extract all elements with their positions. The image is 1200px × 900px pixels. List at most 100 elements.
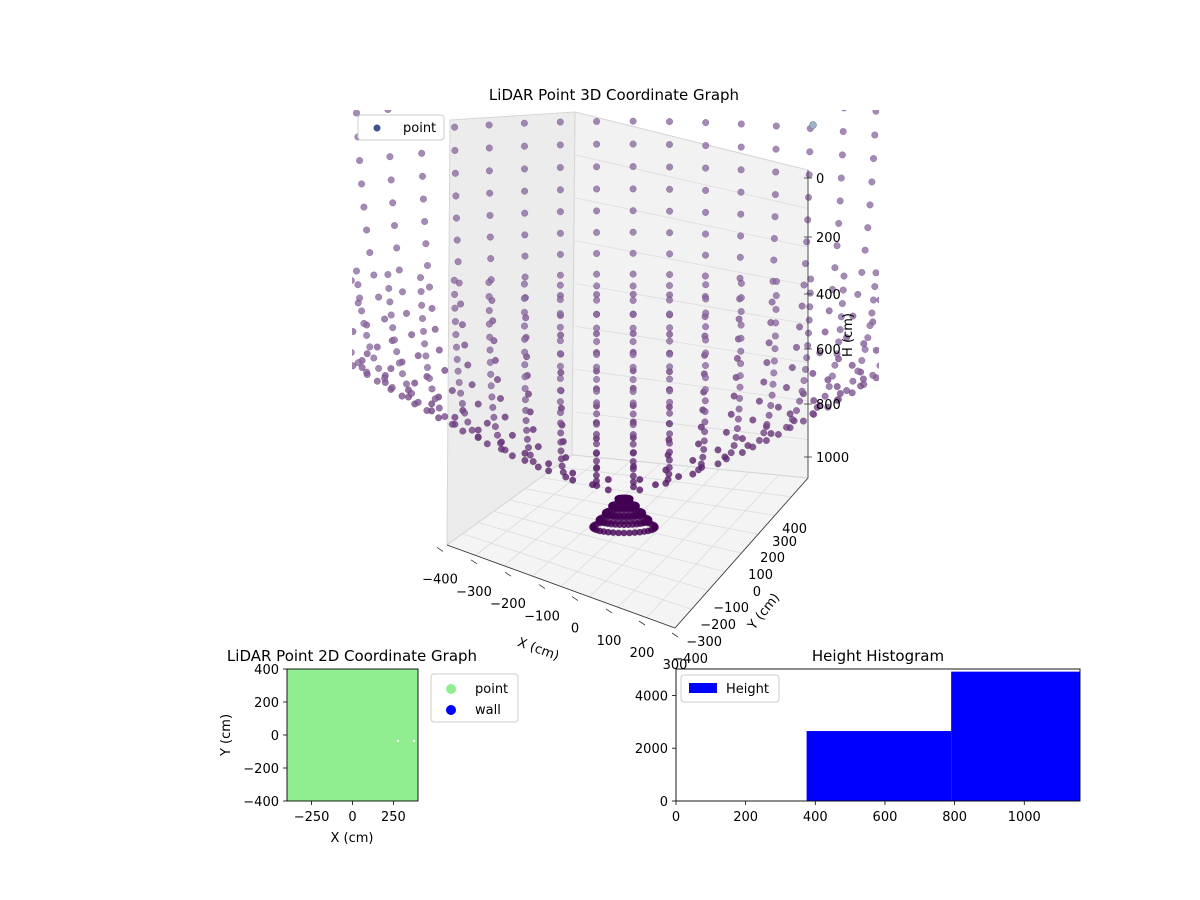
data-point-3d xyxy=(772,168,780,176)
x-tick-mark xyxy=(538,584,546,589)
data-point-3d xyxy=(556,374,564,383)
legend-2d-marker xyxy=(446,705,456,715)
data-point-3d xyxy=(414,398,422,406)
data-point-3d xyxy=(666,409,674,417)
y-tick-label: 200 xyxy=(254,696,279,711)
data-point-3d xyxy=(386,153,394,161)
z-axis-label: H (cm) xyxy=(841,313,856,357)
data-point-3d xyxy=(451,100,458,107)
data-point-3d xyxy=(485,167,493,175)
data-point-3d xyxy=(629,290,637,298)
data-point-3d xyxy=(556,362,564,370)
data-point-3d xyxy=(354,281,362,289)
data-point-3d xyxy=(629,338,637,346)
data-point-3d xyxy=(416,274,425,282)
data-point-3d xyxy=(556,409,565,417)
data-point-3d xyxy=(736,394,744,402)
data-point-3d xyxy=(418,172,427,180)
axes-3d-panes xyxy=(445,111,810,629)
data-point-3d xyxy=(666,375,674,383)
data-point-3d xyxy=(821,392,829,400)
data-point-3d xyxy=(849,312,857,320)
data-point-3d xyxy=(593,310,601,318)
data-point-3d xyxy=(457,389,465,397)
data-point-3d xyxy=(421,217,429,226)
data-point-3d xyxy=(840,272,848,280)
data-point-3d xyxy=(666,324,674,332)
data-point-3d xyxy=(702,186,710,194)
data-point-3d xyxy=(556,271,564,279)
back-grid-line xyxy=(574,240,809,286)
z-tick-label: 600 xyxy=(816,343,841,358)
data-point-3d xyxy=(414,352,422,360)
x-tick-label: 250 xyxy=(381,810,406,825)
data-point-3d xyxy=(398,288,407,296)
data-gap xyxy=(412,739,416,743)
data-point-3d xyxy=(493,376,502,384)
x-tick-mark xyxy=(436,547,444,552)
data-point-3d xyxy=(800,376,808,385)
data-point-3d xyxy=(431,325,439,333)
data-point-3d xyxy=(545,460,553,468)
data-point-3d xyxy=(738,448,746,457)
data-point-3d xyxy=(727,449,735,457)
data-point-3d xyxy=(629,431,637,439)
data-point-3d xyxy=(821,328,829,336)
data-point-3d xyxy=(733,425,741,433)
legend-hist-swatch xyxy=(689,683,717,693)
data-point-3d xyxy=(838,300,846,308)
plot-frame-hist xyxy=(675,668,1081,802)
x-tick-label: 0 xyxy=(672,810,680,825)
data-point-3d xyxy=(771,213,779,221)
data-point-3d xyxy=(866,201,874,209)
data-point-3d xyxy=(807,275,815,283)
data-point-3d xyxy=(593,117,601,125)
data-point-3d xyxy=(486,346,494,354)
data-point-3d xyxy=(556,141,564,149)
data-point-3d xyxy=(697,423,705,431)
data-point-3d xyxy=(843,387,851,395)
data-point-3d xyxy=(666,250,674,258)
z-tick-label: 400 xyxy=(816,288,841,303)
data-point-3d xyxy=(593,375,601,383)
data-point-3d xyxy=(370,354,378,362)
y-tick-label: 4000 xyxy=(635,689,668,704)
data-point-3d xyxy=(702,323,710,331)
data-point-3d xyxy=(558,462,566,470)
data-point-3d xyxy=(464,418,472,426)
data-point-3d xyxy=(799,417,807,425)
data-point-3d xyxy=(402,380,411,388)
data-point-3d xyxy=(387,311,395,319)
data-point-3d xyxy=(665,140,674,149)
data-point-3d xyxy=(798,387,806,395)
data-point-3d xyxy=(474,400,482,408)
data-point-3d xyxy=(639,509,646,516)
data-point-3d xyxy=(770,357,778,365)
data-point-3d xyxy=(398,370,407,378)
data-point-3d xyxy=(665,439,674,447)
data-point-3d xyxy=(736,372,744,380)
data-point-3d xyxy=(386,298,394,306)
z-tick-label: 0 xyxy=(816,172,824,187)
data-point-3d xyxy=(861,246,869,254)
data-point-3d xyxy=(526,451,534,459)
data-point-3d xyxy=(486,189,494,197)
legend-2d: point wall xyxy=(430,673,519,723)
data-point-3d xyxy=(358,180,366,188)
x-tick-label: −400 xyxy=(422,572,458,587)
data-point-3d xyxy=(737,232,745,240)
data-point-3d xyxy=(418,149,426,157)
data-point-3d xyxy=(626,517,633,525)
data-point-3d xyxy=(666,420,674,428)
data-point-3d xyxy=(737,321,745,329)
data-point-3d xyxy=(689,470,697,478)
y-tick-label: −400 xyxy=(243,795,279,810)
data-point-3d xyxy=(451,123,459,131)
data-point-3d xyxy=(485,306,493,315)
data-point-3d xyxy=(702,309,710,317)
histogram-title: Height Histogram xyxy=(811,647,945,665)
data-point-3d xyxy=(801,365,810,373)
data-point-3d xyxy=(629,324,637,332)
data-point-3d xyxy=(839,127,847,136)
